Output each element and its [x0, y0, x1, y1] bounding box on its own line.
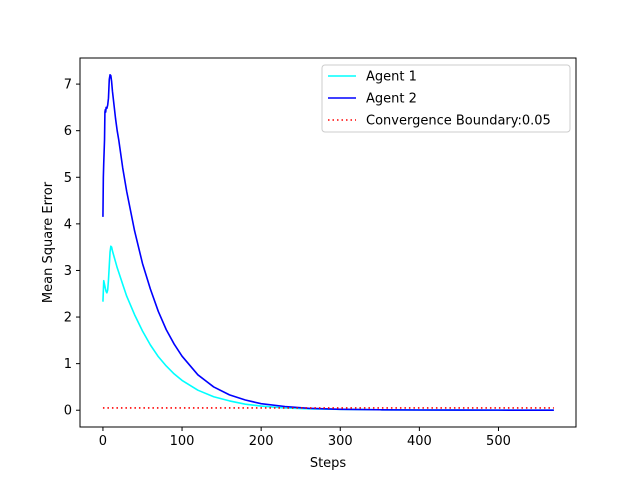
legend-box	[321, 64, 571, 133]
legend-label-3: Convergence Boundary:0.05	[366, 114, 551, 129]
legend: Agent 1 Agent 2 Convergence Boundary:0.05	[321, 64, 571, 133]
y-tick-label-7: 7	[64, 78, 72, 93]
y-tick-label-2: 2	[64, 311, 72, 326]
x-axis-label: Steps	[310, 456, 347, 471]
series-layer	[102, 73, 554, 411]
plot-area-frame	[79, 57, 577, 428]
y-tick-label-3: 3	[64, 264, 72, 279]
y-tick-label-4: 4	[64, 217, 72, 232]
x-axis-ticks: 0 100 200 300 400 500	[99, 427, 511, 449]
x-tick-label-2: 200	[249, 434, 274, 449]
x-tick-label-1: 100	[170, 434, 195, 449]
y-tick-label-0: 0	[64, 404, 72, 419]
x-tick-label-3: 300	[328, 434, 353, 449]
legend-label-1: Agent 1	[366, 70, 417, 85]
y-tick-label-1: 1	[64, 357, 72, 372]
y-tick-label-6: 6	[64, 124, 72, 139]
y-axis-label: Mean Square Error	[41, 181, 56, 303]
x-tick-label-5: 500	[486, 434, 511, 449]
series-line-2	[102, 73, 554, 411]
x-tick-label-4: 400	[407, 434, 432, 449]
y-tick-label-5: 5	[64, 171, 72, 186]
legend-label-2: Agent 2	[366, 92, 417, 107]
y-axis-ticks: 0 1 2 3 4 5 6 7	[64, 78, 80, 419]
x-tick-label-0: 0	[99, 434, 107, 449]
